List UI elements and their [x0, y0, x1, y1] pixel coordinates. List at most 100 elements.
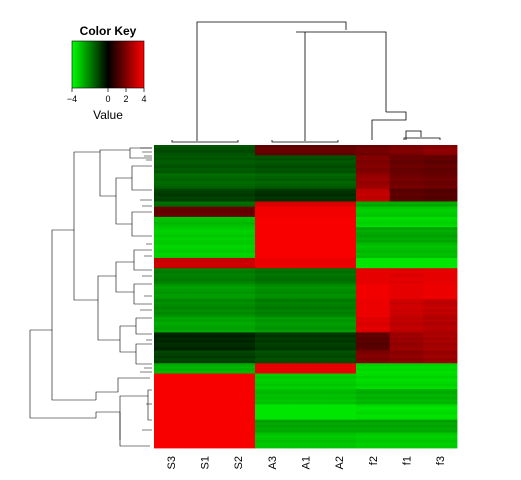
heatmap-cell	[322, 191, 357, 195]
heatmap-cell	[356, 224, 391, 228]
heatmap-cell	[255, 180, 290, 184]
heatmap-cell	[255, 445, 290, 449]
heatmap-cell	[288, 437, 323, 441]
heatmap-cell	[255, 196, 290, 200]
heatmap-cell	[322, 332, 357, 336]
heatmap-cell	[187, 222, 222, 225]
heatmap-cell	[356, 283, 391, 287]
heatmap-cell	[322, 263, 357, 267]
heatmap-cell	[356, 257, 391, 261]
heatmap-cell	[154, 345, 189, 349]
heatmap-cell	[187, 394, 222, 398]
heatmap-cell	[187, 273, 222, 277]
row-dendrogram	[29, 147, 152, 447]
heatmap-cell	[322, 255, 357, 259]
heatmap-cell	[389, 270, 424, 274]
heatmap-cell	[221, 260, 256, 264]
heatmap-cell	[322, 224, 357, 228]
heatmap-cell	[389, 204, 424, 208]
heatmap-cell	[389, 268, 424, 272]
heatmap-cell	[389, 322, 424, 326]
heatmap-cell	[356, 317, 391, 321]
heatmap-cell	[187, 170, 222, 174]
heatmap-cell	[389, 265, 424, 269]
heatmap-cell	[423, 412, 458, 416]
heatmap-cell	[154, 206, 189, 210]
heatmap-cell	[221, 345, 256, 349]
heatmap-cell	[221, 252, 256, 256]
heatmap-cell	[221, 412, 256, 416]
heatmap-cell	[356, 237, 391, 241]
heatmap-cell	[322, 427, 357, 431]
heatmap-cell	[187, 293, 222, 297]
heatmap-cell	[187, 150, 222, 154]
heatmap-cell	[154, 414, 189, 418]
heatmap-cell	[154, 152, 189, 156]
heatmap-cell	[322, 247, 357, 251]
heatmap-cell	[423, 358, 458, 362]
heatmap-cell	[288, 214, 323, 218]
heatmap-cell	[389, 257, 424, 261]
heatmap-cell	[187, 193, 222, 197]
heatmap-cell	[356, 214, 391, 218]
heatmap-cell	[356, 150, 391, 154]
heatmap-cell	[356, 322, 391, 326]
heatmap-cell	[154, 299, 189, 303]
heatmap-cell	[187, 401, 222, 405]
heatmap-cell	[255, 260, 290, 264]
heatmap-cell	[221, 286, 256, 290]
heatmap-cell	[356, 401, 391, 405]
heatmap-cell	[423, 360, 458, 364]
heatmap-cell	[322, 378, 357, 382]
heatmap-cell	[154, 227, 189, 231]
heatmap-cell	[221, 152, 256, 156]
heatmap-cell	[288, 419, 323, 423]
heatmap-cell	[423, 299, 458, 303]
heatmap-cell	[423, 281, 458, 285]
heatmap-cell	[154, 273, 189, 277]
heatmap-cell	[221, 347, 256, 351]
heatmap-cell	[187, 304, 222, 308]
heatmap-cell	[322, 270, 357, 274]
heatmap-cell	[154, 268, 189, 272]
column-label: A1	[301, 456, 313, 469]
heatmap-cell	[423, 183, 458, 187]
heatmap-cell	[322, 265, 357, 269]
heatmap-cell	[187, 412, 222, 416]
heatmap-cell	[288, 409, 323, 413]
heatmap-cell	[154, 147, 189, 151]
heatmap-cell	[322, 355, 357, 359]
heatmap-cell	[255, 206, 290, 210]
heatmap-cell	[221, 211, 256, 215]
heatmap-cell	[288, 442, 323, 446]
heatmap-cell	[288, 432, 323, 436]
heatmap-cell	[322, 296, 357, 300]
heatmap-cell	[221, 399, 256, 403]
heatmap-cell	[322, 386, 357, 390]
heatmap-cell	[187, 145, 222, 148]
heatmap-cell	[322, 216, 357, 220]
heatmap-cell	[288, 299, 323, 303]
heatmap-cell	[187, 216, 222, 220]
heatmap-cell	[423, 376, 458, 380]
heatmap-cell	[255, 286, 290, 290]
heatmap-cell	[154, 409, 189, 413]
heatmap-cell	[423, 265, 458, 269]
heatmap-cell	[389, 150, 424, 154]
heatmap-cell	[322, 286, 357, 290]
heatmap-cell	[154, 229, 189, 233]
heatmap-cell	[356, 406, 391, 410]
heatmap-cell	[187, 327, 222, 331]
heatmap-cell	[423, 178, 458, 182]
heatmap-cell	[187, 391, 222, 395]
heatmap-cell	[221, 414, 256, 418]
heatmap-cell	[221, 227, 256, 231]
heatmap-cell	[221, 168, 256, 172]
heatmap-cell	[423, 201, 458, 205]
heatmap-cell	[423, 401, 458, 405]
heatmap-cell	[255, 229, 290, 233]
heatmap-cell	[154, 214, 189, 218]
heatmap-cell	[389, 345, 424, 349]
heatmap-cell	[221, 206, 256, 210]
heatmap-cell	[255, 281, 290, 285]
